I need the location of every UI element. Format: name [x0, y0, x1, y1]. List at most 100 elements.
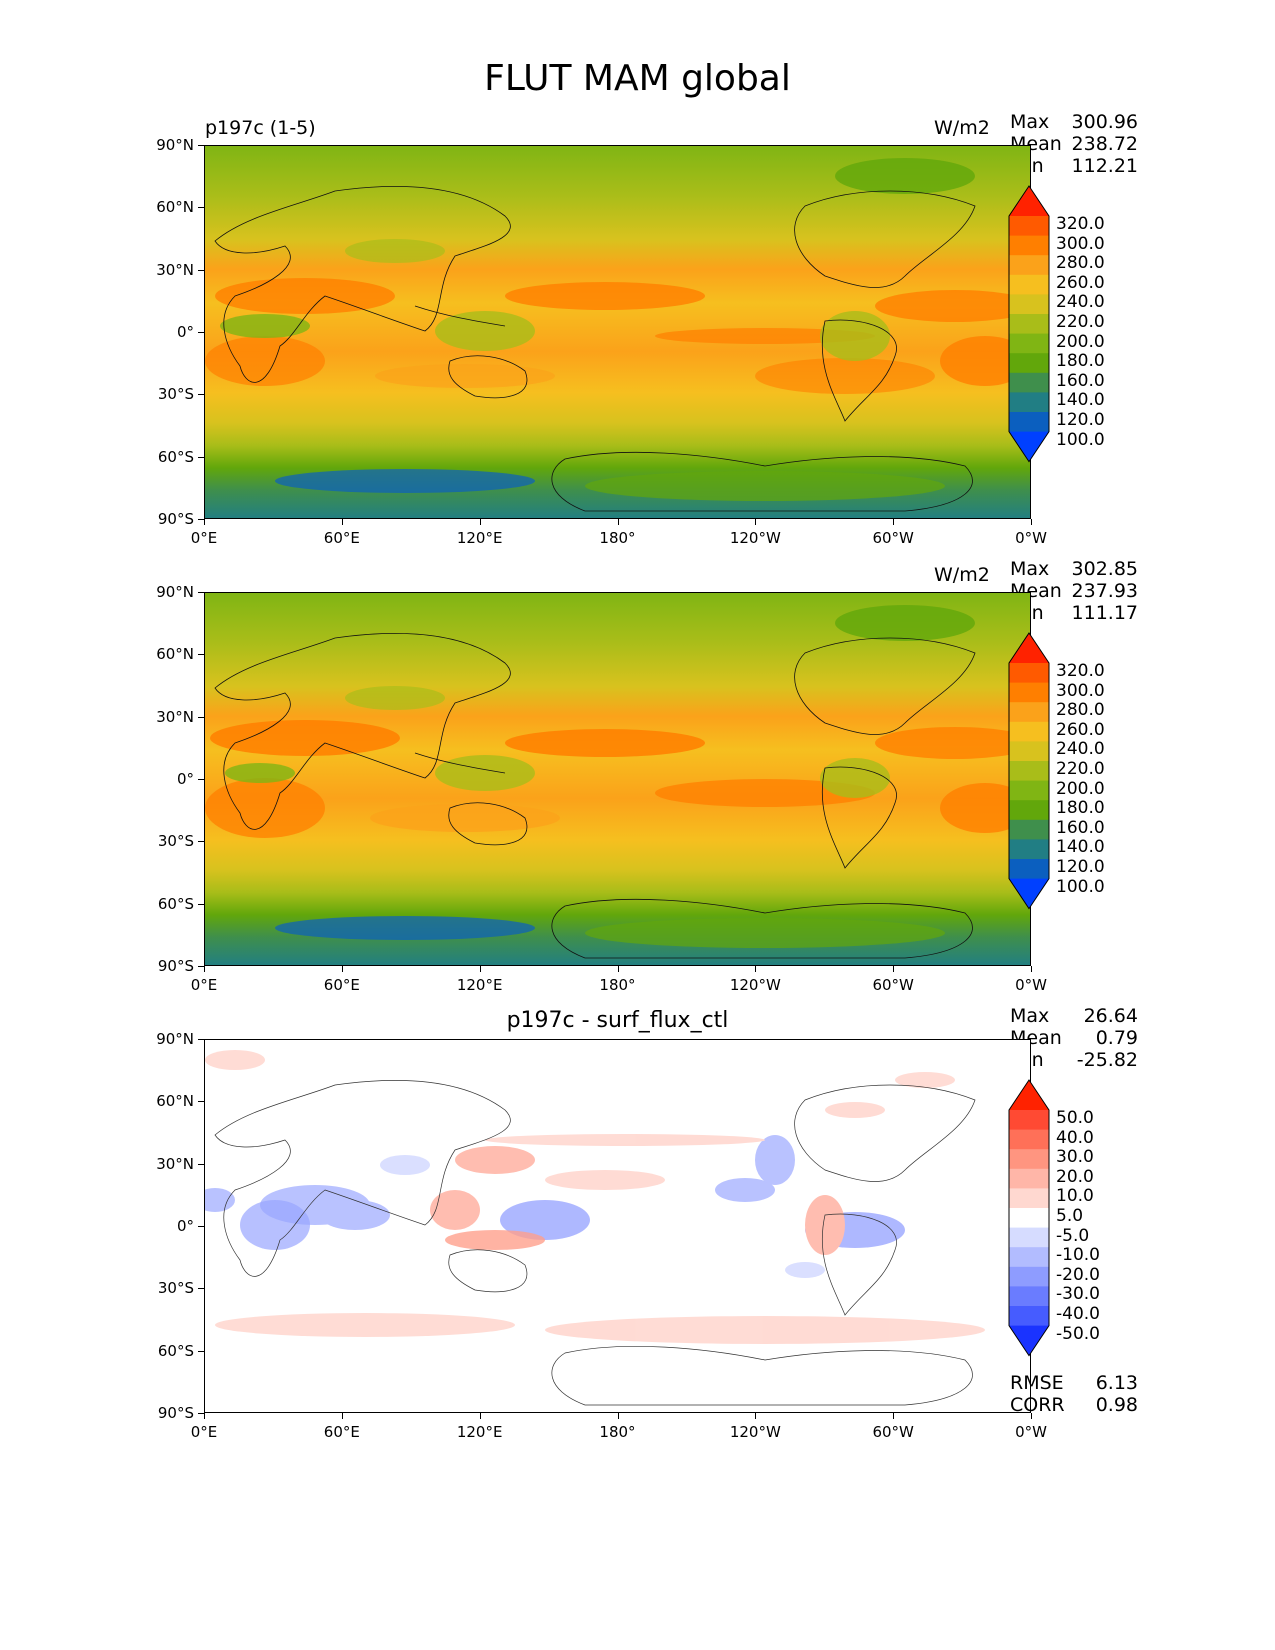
- colorbar: [1008, 1079, 1050, 1357]
- map-field-difference: [205, 1040, 1030, 1412]
- lat-tick-mark: [198, 1039, 204, 1040]
- lon-tick-label: 0°W: [1015, 1423, 1047, 1441]
- colorbar-segment: [1009, 1129, 1049, 1150]
- colorbar-tick-label: 300.0: [1056, 680, 1105, 701]
- map-field-test: [205, 146, 1030, 518]
- lon-tick-label: 180°: [599, 529, 636, 547]
- colorbar-segment: [1009, 780, 1049, 801]
- colorbar-tick-label: 260.0: [1056, 719, 1105, 740]
- colorbar-tick-label: 180.0: [1056, 798, 1105, 819]
- colorbar-segment: [1009, 1286, 1049, 1307]
- lon-tick-label: 0°W: [1015, 529, 1047, 547]
- lon-tick-mark: [893, 1413, 895, 1419]
- colorbar: [1008, 185, 1050, 463]
- colorbar-tick-label: 100.0: [1056, 429, 1105, 450]
- colorbar-segment: [1009, 412, 1049, 433]
- lat-tick-label: 60°N: [156, 198, 194, 217]
- stat-max: 300.96: [1071, 111, 1138, 133]
- colorbar-tick-label: 10.0: [1056, 1186, 1094, 1207]
- colorbar-segment: [1009, 741, 1049, 762]
- colorbar-segment: [1009, 274, 1049, 295]
- map-plot-test: [204, 145, 1031, 519]
- colorbar-segment: [1009, 702, 1049, 723]
- lat-tick-mark: [198, 1413, 204, 1414]
- colorbar-segment: [1009, 1208, 1049, 1229]
- colorbar-tick-label: 200.0: [1056, 331, 1105, 352]
- lat-tick-label: 90°N: [156, 583, 194, 601]
- lon-tick-mark: [1031, 966, 1032, 972]
- lon-tick-mark: [755, 966, 757, 972]
- colorbar-segment: [1009, 1188, 1049, 1209]
- lat-tick-label: 30°S: [157, 832, 194, 851]
- lon-tick-label: 0°E: [190, 1423, 218, 1441]
- lat-tick-label: 0°: [176, 323, 194, 341]
- colorbar-tick-label: 140.0: [1056, 390, 1105, 411]
- lon-tick-mark: [755, 1413, 757, 1419]
- colorbar-segment: [1009, 1149, 1049, 1170]
- lon-tick-label: 0°E: [190, 976, 218, 994]
- lon-tick-label: 180°: [599, 1423, 636, 1441]
- colorbar-tick-label: 320.0: [1056, 214, 1105, 234]
- colorbar-segment: [1009, 839, 1049, 860]
- lon-tick-label: 120°W: [729, 1423, 781, 1441]
- map-plot-reference: [204, 592, 1031, 966]
- lat-tick-mark: [198, 1350, 204, 1352]
- lon-tick-mark: [204, 1413, 205, 1419]
- lat-tick-label: 90°N: [156, 136, 194, 154]
- colorbar-tick-label: 280.0: [1056, 253, 1105, 274]
- lat-tick-mark: [198, 207, 204, 209]
- lon-tick-mark: [893, 519, 895, 525]
- stat-mean: 237.93: [1071, 580, 1138, 602]
- lon-tick-mark: [617, 519, 619, 525]
- colorbar-segment: [1009, 333, 1049, 354]
- lat-tick-label: 60°S: [157, 1341, 194, 1360]
- lon-tick-mark: [1031, 519, 1032, 525]
- colorbar-segment: [1009, 1110, 1049, 1131]
- stat-max: 26.64: [1083, 1005, 1138, 1027]
- lon-tick-mark: [755, 519, 757, 525]
- lat-tick-label: 60°N: [156, 645, 194, 664]
- lat-tick-mark: [198, 716, 204, 718]
- lat-tick-mark: [198, 1163, 204, 1165]
- lat-tick-mark: [198, 841, 204, 843]
- panel-units: W/m2: [934, 117, 990, 139]
- corr-label: CORR: [1010, 1394, 1065, 1416]
- colorbar-tick-label: 240.0: [1056, 739, 1105, 760]
- lat-tick-mark: [198, 1288, 204, 1290]
- lon-tick-label: 0°W: [1015, 976, 1047, 994]
- lon-tick-mark: [893, 966, 895, 972]
- lon-tick-mark: [479, 966, 481, 972]
- lon-tick-label: 120°W: [729, 529, 781, 547]
- lat-tick-label: 60°N: [156, 1092, 194, 1111]
- colorbar-tick-label: 120.0: [1056, 410, 1105, 430]
- colorbar-segment: [1009, 294, 1049, 315]
- lat-tick-label: 60°S: [157, 447, 194, 466]
- lat-tick-label: 90°S: [157, 957, 194, 975]
- colorbar-segment: [1009, 663, 1049, 684]
- lon-tick-label: 60°E: [323, 529, 360, 547]
- colorbar-tick-label: -20.0: [1056, 1264, 1100, 1285]
- lon-tick-mark: [479, 519, 481, 525]
- colorbar-tick-label: 220.0: [1056, 312, 1105, 332]
- colorbar-segment: [1009, 372, 1049, 393]
- colorbar-tick-label: 20.0: [1056, 1166, 1094, 1187]
- lon-tick-mark: [617, 1413, 619, 1419]
- lon-tick-label: 120°E: [456, 1423, 503, 1441]
- colorbar-tick-label: -10.0: [1056, 1245, 1100, 1266]
- colorbar-segment: [1009, 314, 1049, 335]
- colorbar-segment: [1009, 255, 1049, 276]
- lat-tick-mark: [198, 394, 204, 396]
- colorbar-segment: [1009, 1266, 1049, 1287]
- lat-tick-mark: [198, 903, 204, 905]
- stat-min: 111.17: [1071, 602, 1138, 624]
- colorbar-segment: [1009, 800, 1049, 821]
- panel-left-label: p197c (1-5): [205, 117, 316, 139]
- colorbar-tick-label: 30.0: [1056, 1147, 1094, 1168]
- colorbar-segment: [1009, 721, 1049, 742]
- colorbar-tick-label: 240.0: [1056, 292, 1105, 313]
- lon-tick-label: 60°W: [872, 529, 914, 547]
- stat-mean: 238.72: [1071, 133, 1138, 155]
- colorbar-tick-label: 140.0: [1056, 837, 1105, 858]
